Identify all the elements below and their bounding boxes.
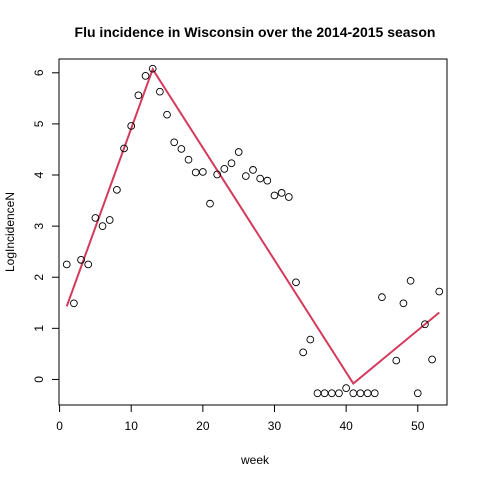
x-tick-label: 40 xyxy=(339,419,353,433)
y-tick-label: 0 xyxy=(32,376,46,383)
data-point xyxy=(105,216,114,224)
data-point xyxy=(177,145,186,153)
data-point xyxy=(428,355,436,364)
data-point xyxy=(284,193,293,201)
data-point xyxy=(256,174,265,183)
data-point xyxy=(270,191,279,200)
x-tick-label: 20 xyxy=(196,419,210,433)
data-point xyxy=(421,320,429,329)
data-point xyxy=(120,144,128,153)
y-tick-label: 6 xyxy=(32,69,46,76)
data-point xyxy=(148,64,157,73)
data-point xyxy=(370,389,379,398)
y-tick-label: 3 xyxy=(32,222,46,229)
data-point xyxy=(413,389,422,398)
data-point xyxy=(277,189,286,197)
data-point xyxy=(392,356,401,365)
data-point xyxy=(91,214,100,222)
data-point xyxy=(213,170,222,179)
data-point xyxy=(241,172,250,180)
data-point xyxy=(113,185,121,194)
y-tick-label: 4 xyxy=(32,171,46,178)
data-point xyxy=(170,138,179,147)
data-point xyxy=(191,168,200,177)
data-point xyxy=(306,335,315,344)
data-point xyxy=(199,168,207,176)
x-tick-label: 50 xyxy=(411,419,425,433)
data-point xyxy=(356,389,365,398)
data-point xyxy=(399,299,408,308)
data-point xyxy=(327,389,336,398)
data-point xyxy=(62,260,71,269)
x-tick-label: 10 xyxy=(125,419,139,433)
data-point xyxy=(320,389,329,398)
data-point xyxy=(335,389,343,398)
fit-line xyxy=(65,66,440,386)
data-point xyxy=(84,260,93,269)
data-point xyxy=(77,256,85,264)
data-point xyxy=(313,389,322,398)
x-tick-label: 0 xyxy=(56,419,63,433)
data-point xyxy=(435,287,444,296)
data-point xyxy=(184,155,193,164)
data-point xyxy=(206,199,214,208)
data-point xyxy=(406,276,415,285)
y-tick-label: 1 xyxy=(32,325,46,332)
y-axis: 0 1 2 3 4 5 6 xyxy=(32,69,60,383)
data-point xyxy=(163,110,171,119)
data-point xyxy=(342,384,350,392)
data-point xyxy=(292,278,300,287)
data-point xyxy=(141,72,150,80)
data-point xyxy=(249,166,257,174)
data-point xyxy=(156,87,164,96)
data-point xyxy=(134,91,143,100)
data-point xyxy=(220,165,229,173)
data-point xyxy=(378,293,386,302)
data-point xyxy=(234,148,243,156)
data-point xyxy=(349,389,358,398)
x-axis-label: week xyxy=(240,453,270,467)
data-point xyxy=(263,176,272,185)
y-axis-label: LogIncidenceN xyxy=(3,192,17,272)
chart-title: Flu incidence in Wisconsin over the 2014… xyxy=(75,24,436,40)
points-layer xyxy=(62,64,444,398)
data-point xyxy=(363,389,372,398)
data-point xyxy=(127,122,136,130)
data-point xyxy=(98,222,107,230)
data-point xyxy=(299,348,308,357)
data-point xyxy=(227,159,236,168)
y-tick-label: 2 xyxy=(32,274,46,281)
fit-line-layer xyxy=(65,66,440,386)
y-tick-label: 5 xyxy=(32,120,46,127)
x-axis: 0 10 20 30 40 50 xyxy=(56,404,425,433)
x-tick-label: 30 xyxy=(268,419,282,433)
data-point xyxy=(70,299,78,308)
